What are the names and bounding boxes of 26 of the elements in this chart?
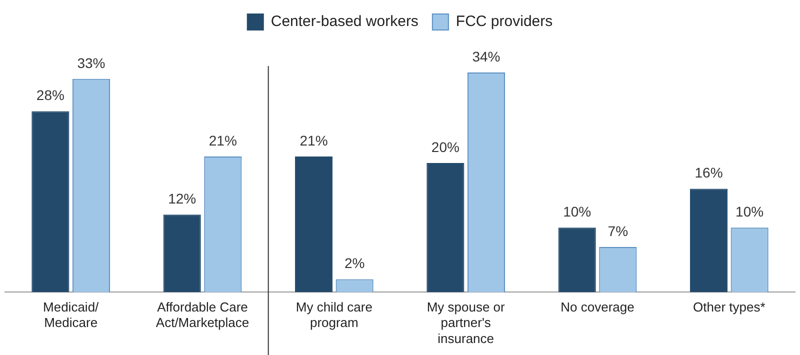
x-tick-label: Affordable Care Act/Marketplace (156, 300, 250, 330)
bar (558, 228, 596, 292)
legend-label: Center-based workers (270, 13, 418, 30)
data-label: 33% (77, 54, 106, 71)
data-label: 10% (563, 203, 592, 220)
x-tick-label: Medicaid/ Medicare (43, 300, 100, 330)
x-tick-label: Other types* (693, 300, 766, 315)
bar (426, 162, 464, 292)
data-label: 16% (694, 164, 723, 181)
data-label: 2% (344, 255, 365, 272)
data-label: 21% (208, 132, 237, 148)
data-label: 10% (736, 203, 764, 220)
bar (294, 156, 333, 292)
bar (163, 214, 201, 292)
data-label: 20% (431, 138, 460, 155)
data-label: 21% (300, 132, 328, 148)
data-label: 12% (168, 190, 196, 207)
bar (32, 111, 70, 292)
data-label: 28% (36, 87, 64, 104)
legend-label: FCC providers (456, 13, 553, 30)
data-label: 34% (472, 48, 500, 64)
bar (690, 188, 728, 292)
data-label: 7% (608, 222, 628, 239)
x-tick-label: No coverage (560, 300, 634, 315)
x-tick-label: My spouse or partner's insurance (426, 300, 506, 346)
x-tick-label: My child care program (296, 300, 372, 330)
